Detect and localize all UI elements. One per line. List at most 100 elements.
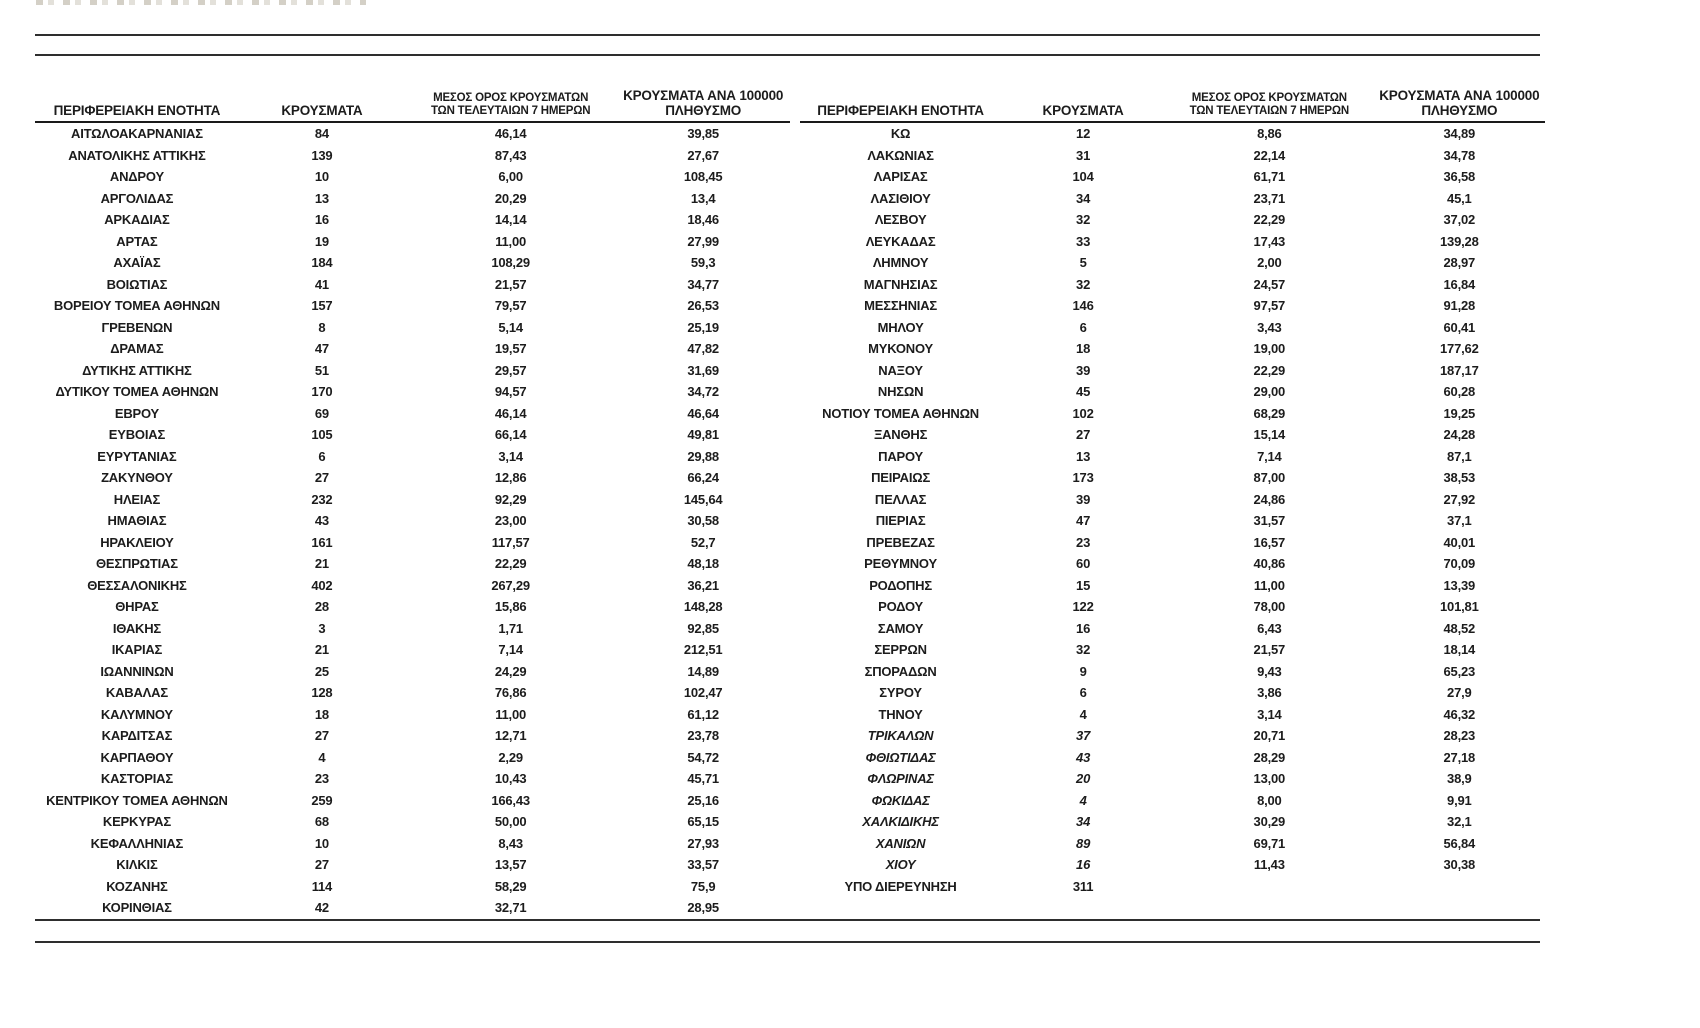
region-cell: ΚΑΒΑΛΑΣ — [105, 685, 168, 701]
column-header-per100k-line2: ΠΛΗΘΥΣΜΟ — [1421, 103, 1498, 118]
avg7-cell: 20,71 — [1253, 728, 1286, 744]
table-row: ΙΩΑΝΝΙΝΩΝ 25 24,29 14,89 — [35, 661, 790, 683]
table-row: ΡΟΔΟΠΗΣ 15 11,00 13,39 — [800, 575, 1545, 597]
per100k-cell: 47,82 — [687, 341, 719, 357]
per100k-cell: 19,25 — [1443, 405, 1476, 421]
per100k-cell: 148,28 — [683, 599, 723, 615]
table-row: ΒΟΡΕΙΟΥ ΤΟΜΕΑ ΑΘΗΝΩΝ 157 79,57 26,53 — [35, 295, 790, 317]
per100k-cell: 49,81 — [687, 427, 719, 443]
region-cell: ΔΡΑΜΑΣ — [110, 341, 164, 357]
per100k-cell: 139,28 — [1440, 233, 1479, 249]
cases-cell: 47 — [314, 341, 329, 357]
cases-cell: 27 — [1076, 427, 1091, 443]
region-cell: ΚΕΝΤΡΙΚΟΥ ΤΟΜΕΑ ΑΘΗΝΩΝ — [46, 792, 228, 808]
region-cell: ΓΡΕΒΕΝΩΝ — [101, 319, 173, 335]
avg7-cell: 11,00 — [1253, 577, 1285, 593]
avg7-cell: 2,00 — [1257, 255, 1282, 271]
per100k-cell: 23,78 — [687, 728, 719, 744]
region-cell: ΚΑΡΠΑΘΟΥ — [100, 749, 174, 765]
table-row: ΦΩΚΙΔΑΣ 4 8,00 9,91 — [800, 790, 1545, 812]
per100k-cell: 16,84 — [1443, 276, 1476, 292]
region-cell: ΠΙΕΡΙΑΣ — [875, 513, 926, 529]
cases-cell: 32 — [1076, 212, 1091, 228]
cases-cell: 21 — [314, 642, 329, 658]
cases-cell: 10 — [314, 169, 329, 185]
top-double-rule-upper — [35, 34, 1540, 36]
cases-cell: 157 — [311, 298, 333, 314]
region-cell: ΤΡΙΚΑΛΩΝ — [867, 728, 934, 744]
per100k-cell: 45,1 — [1447, 190, 1472, 206]
avg7-cell: 10,43 — [494, 771, 527, 787]
cases-cell: 84 — [314, 126, 329, 142]
table-row: ΥΠΟ ΔΙΕΡΕΥΝΗΣΗ 311 — [800, 876, 1545, 898]
avg7-cell: 69,71 — [1253, 835, 1286, 851]
table-row: ΔΡΑΜΑΣ 47 19,57 47,82 — [35, 338, 790, 360]
region-cell: ΗΡΑΚΛΕΙΟΥ — [100, 534, 174, 550]
table-row: ΜΑΓΝΗΣΙΑΣ 32 24,57 16,84 — [800, 274, 1545, 296]
cases-cell: 4 — [1079, 706, 1087, 722]
cases-cell: 105 — [311, 427, 333, 443]
table-row: ΑΡΚΑΔΙΑΣ 16 14,14 18,46 — [35, 209, 790, 231]
per100k-cell: 38,53 — [1443, 470, 1476, 486]
per100k-cell: 29,88 — [687, 448, 719, 464]
per100k-cell: 48,18 — [687, 556, 719, 572]
avg7-cell: 94,57 — [494, 384, 527, 400]
region-cell: ΙΚΑΡΙΑΣ — [111, 642, 163, 658]
avg7-cell: 22,14 — [1253, 147, 1286, 163]
table-row: ΗΛΕΙΑΣ 232 92,29 145,64 — [35, 489, 790, 511]
cases-cell: 43 — [314, 513, 329, 529]
avg7-cell: 16,57 — [1253, 534, 1286, 550]
cases-cell: 31 — [1076, 147, 1091, 163]
table-row: ΚΑΡΔΙΤΣΑΣ 27 12,71 23,78 — [35, 725, 790, 747]
avg7-cell: 5,14 — [498, 319, 523, 335]
region-cell: ΑΙΤΩΛΟΑΚΑΡΝΑΝΙΑΣ — [71, 126, 203, 142]
avg7-cell: 6,00 — [498, 169, 523, 185]
region-cell: ΣΕΡΡΩΝ — [874, 642, 927, 658]
avg7-cell: 24,57 — [1253, 276, 1286, 292]
cases-cell: 184 — [311, 255, 333, 271]
avg7-cell: 32,71 — [494, 900, 527, 916]
cases-cell: 102 — [1072, 405, 1094, 421]
column-header-avg7: ΜΕΣΟΣ ΟΡΟΣ ΚΡΟΥΣΜΑΤΩΝ ΤΩΝ ΤΕΛΕΥΤΑΙΩΝ 7 Η… — [1165, 66, 1374, 123]
region-cell: ΔΥΤΙΚΟΥ ΤΟΜΕΑ ΑΘΗΝΩΝ — [55, 384, 219, 400]
cases-cell: 128 — [311, 685, 333, 701]
avg7-cell: 11,00 — [495, 233, 527, 249]
table-row: ΚΕΡΚΥΡΑΣ 68 50,00 65,15 — [35, 811, 790, 833]
avg7-cell: 92,29 — [494, 491, 527, 507]
per100k-cell: 30,38 — [1443, 857, 1476, 873]
per100k-cell: 60,28 — [1443, 384, 1476, 400]
per100k-cell: 9,91 — [1447, 792, 1472, 808]
table-row: ΛΕΥΚΑΔΑΣ 33 17,43 139,28 — [800, 231, 1545, 253]
per100k-cell: 25,19 — [687, 319, 719, 335]
cases-cell: 21 — [314, 556, 329, 572]
per100k-cell: 40,01 — [1443, 534, 1476, 550]
table-row: ΝΑΞΟΥ 39 22,29 187,17 — [800, 360, 1545, 382]
avg7-cell: 2,29 — [498, 749, 523, 765]
table-row: ΑΙΤΩΛΟΑΚΑΡΝΑΝΙΑΣ 84 46,14 39,85 — [35, 122, 790, 145]
table-row: ΚΙΛΚΙΣ 27 13,57 33,57 — [35, 854, 790, 876]
per100k-cell: 59,3 — [690, 255, 716, 271]
avg7-cell: 117,57 — [491, 534, 530, 550]
cases-cell: 3 — [318, 620, 326, 636]
cases-cell: 10 — [314, 835, 329, 851]
avg7-cell: 13,57 — [494, 857, 527, 873]
avg7-cell: 19,57 — [494, 341, 527, 357]
avg7-cell: 87,43 — [494, 147, 527, 163]
column-header-cases-label: ΚΡΟΥΣΜΑΤΑ — [1042, 103, 1124, 118]
table-row: ΧΑΝΙΩΝ 89 69,71 56,84 — [800, 833, 1545, 855]
cases-cell: 5 — [1079, 255, 1087, 271]
region-cell: ΠΡΕΒΕΖΑΣ — [866, 534, 935, 550]
region-cell: ΧΙΟΥ — [885, 857, 916, 873]
cases-cell: 122 — [1072, 599, 1094, 615]
table-row: ΓΡΕΒΕΝΩΝ 8 5,14 25,19 — [35, 317, 790, 339]
region-cell: ΛΑΣΙΘΙΟΥ — [870, 190, 931, 206]
region-cell: ΗΛΕΙΑΣ — [113, 491, 161, 507]
per100k-cell: 34,89 — [1443, 126, 1476, 142]
avg7-cell: 66,14 — [494, 427, 527, 443]
per100k-cell: 187,17 — [1440, 362, 1479, 378]
per100k-cell: 212,51 — [683, 642, 723, 658]
avg7-cell: 46,14 — [494, 126, 527, 142]
cases-cell: 43 — [1076, 749, 1091, 765]
per100k-cell: 27,9 — [1447, 685, 1472, 701]
region-cell: ΔΥΤΙΚΗΣ ΑΤΤΙΚΗΣ — [82, 362, 192, 378]
